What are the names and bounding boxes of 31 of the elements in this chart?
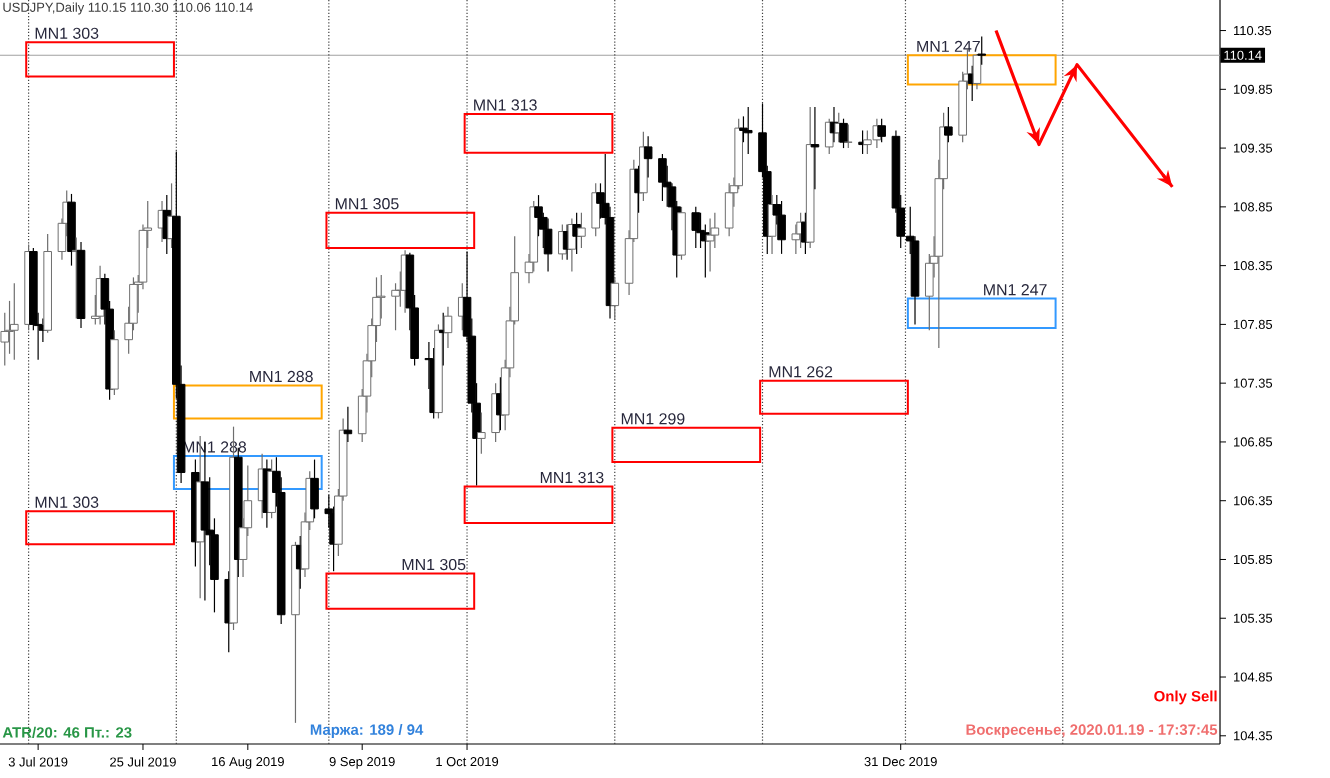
bar [463,485,614,525]
candlestick [777,200,786,255]
bar [325,211,476,249]
candlestick [643,135,653,179]
candlestick [944,106,953,143]
candlestick [972,53,982,90]
candlestick [577,212,586,249]
candlestick [610,276,620,321]
candlestick [677,206,686,261]
candlestick [705,218,715,273]
bar [463,113,614,154]
candlestick [743,106,753,155]
candlestick [724,182,734,237]
candlestick [443,306,453,349]
candlestick [343,406,353,443]
candlestick [691,206,701,249]
candlestick [477,411,486,455]
candlestick [310,458,319,519]
bar [25,510,175,546]
bar [25,41,175,78]
candlestick [810,106,820,190]
bar [611,426,762,463]
candlestick [877,118,886,143]
bar [325,572,476,610]
bar [906,297,1057,329]
candlestick [977,35,987,66]
candlestick [839,118,848,149]
bar [906,54,1057,86]
bar [759,379,909,415]
candlestick [658,153,667,202]
candlestick [543,218,553,273]
